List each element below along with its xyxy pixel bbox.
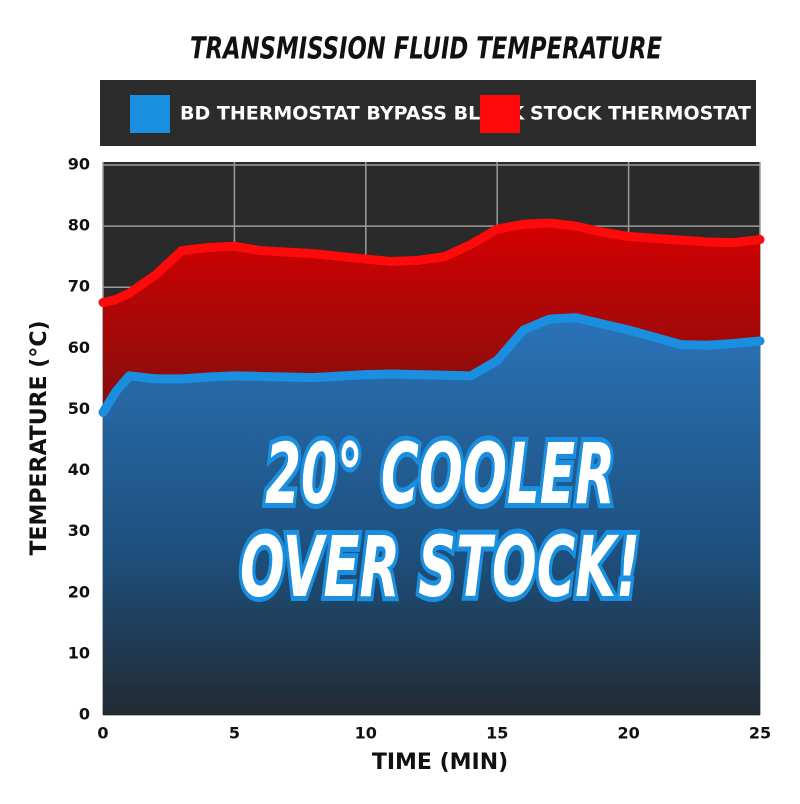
x-tick-label: 10 xyxy=(355,724,377,743)
y-tick-label: 50 xyxy=(68,399,90,418)
legend-label: BD THERMOSTAT BYPASS BLOCK xyxy=(180,103,526,125)
x-tick-label: 15 xyxy=(486,724,508,743)
y-tick-label: 60 xyxy=(68,338,90,357)
x-tick-label: 25 xyxy=(749,724,771,743)
y-tick-label: 30 xyxy=(68,521,90,540)
x-tick-label: 5 xyxy=(229,724,240,743)
y-tick-label: 80 xyxy=(68,216,90,235)
annotation: OVER STOCK! xyxy=(240,518,640,616)
y-tick-label: 40 xyxy=(68,460,90,479)
legend-box xyxy=(100,80,756,146)
annotation: 20° COOLER xyxy=(265,425,615,523)
series-line xyxy=(98,313,765,417)
y-axis-label: TEMPERATURE (°C) xyxy=(27,320,52,555)
x-axis-label: TIME (MIN) xyxy=(372,750,508,775)
x-tick-label: 20 xyxy=(617,724,639,743)
y-tick-label: 90 xyxy=(68,155,90,174)
x-tick-label: 0 xyxy=(97,724,108,743)
legend-swatch xyxy=(130,95,170,133)
y-tick-label: 10 xyxy=(68,643,90,662)
y-tick-label: 0 xyxy=(79,705,90,724)
legend-label: STOCK THERMOSTAT xyxy=(530,103,751,125)
series-line xyxy=(98,218,765,307)
chart-title: TRANSMISSION FLUID TEMPERATURE xyxy=(190,32,662,67)
y-tick-label: 20 xyxy=(68,582,90,601)
series-area xyxy=(103,317,760,715)
y-tick-label: 70 xyxy=(68,277,90,296)
legend-swatch xyxy=(480,95,520,133)
